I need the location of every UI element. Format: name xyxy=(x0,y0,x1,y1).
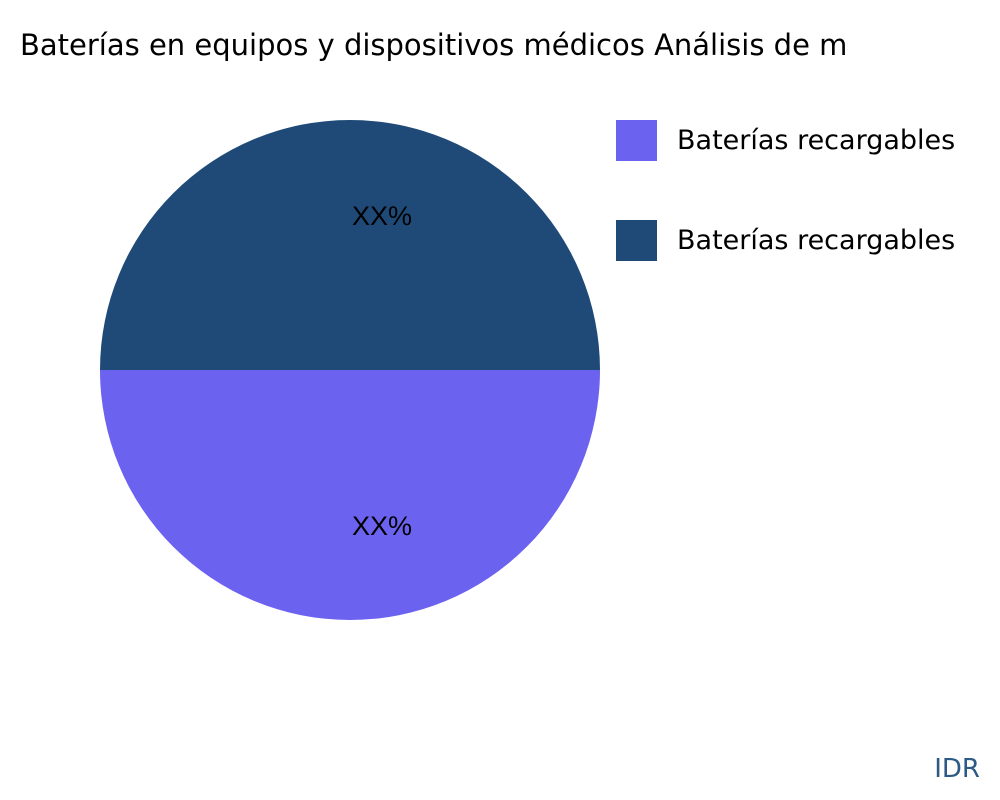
pie-slice[interactable] xyxy=(100,370,600,620)
legend-label: Baterías recargables xyxy=(677,225,956,256)
legend-label: Baterías recargables xyxy=(677,125,956,156)
slice-label: XX% xyxy=(352,511,412,541)
pie-slice[interactable] xyxy=(100,120,600,370)
legend-item[interactable]: Baterías recargables xyxy=(616,120,955,161)
slice-label: XX% xyxy=(352,201,412,231)
legend-swatch xyxy=(616,220,657,261)
chart-title: Baterías en equipos y dispositivos médic… xyxy=(20,28,848,62)
brand-logo: IDR xyxy=(934,754,980,784)
legend-item[interactable]: Baterías recargables xyxy=(616,220,955,261)
legend-swatch xyxy=(616,120,657,161)
